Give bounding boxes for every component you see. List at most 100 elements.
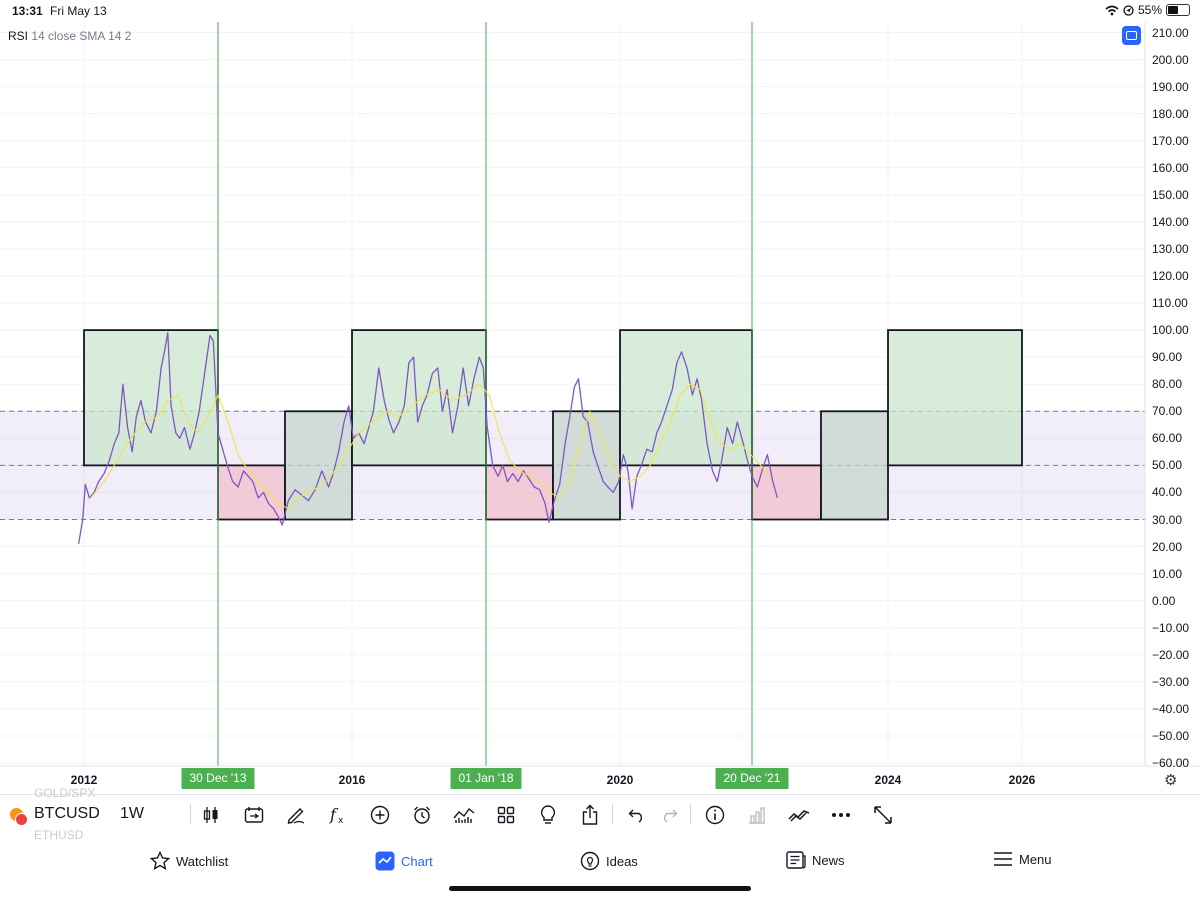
y-tick-label: 60.00 — [1152, 431, 1183, 446]
tab-chart[interactable]: Chart — [375, 851, 433, 871]
collapse-pane-button[interactable] — [1122, 26, 1141, 45]
exchange-badge-icon — [15, 813, 28, 826]
symbol-ghost-next: ETHUSD — [34, 828, 84, 842]
fullscreen-icon[interactable] — [868, 800, 898, 830]
draw-icon[interactable] — [281, 800, 311, 830]
tab-news[interactable]: News — [786, 851, 845, 869]
battery-icon — [1166, 4, 1190, 16]
svg-text:f: f — [329, 805, 339, 824]
location-icon — [1123, 4, 1134, 16]
trade-icon[interactable] — [784, 800, 814, 830]
y-tick-label: 100.00 — [1152, 323, 1189, 338]
y-tick-label: −50.00 — [1152, 728, 1190, 743]
rsi-line — [77, 332, 779, 545]
y-tick-label: 90.00 — [1152, 350, 1183, 365]
status-time: 13:31 — [12, 4, 43, 18]
toolbar-divider — [190, 804, 191, 824]
y-tick-label: 40.00 — [1152, 485, 1183, 500]
share-icon[interactable] — [575, 800, 605, 830]
cycle-box-accum — [552, 410, 621, 521]
redo-icon[interactable] — [654, 800, 684, 830]
tab-label: News — [812, 852, 845, 868]
y-tick-label: 130.00 — [1152, 241, 1189, 256]
undo-icon[interactable] — [622, 800, 652, 830]
cycle-box-bull — [351, 329, 487, 467]
rsi-ma-line — [90, 383, 772, 510]
layout-icon[interactable] — [491, 800, 521, 830]
y-tick-label: 190.00 — [1152, 79, 1189, 94]
tab-label: Chart — [401, 853, 433, 869]
home-indicator — [449, 886, 751, 891]
indicator-legend[interactable]: RSI 14 close SMA 14 2 — [8, 29, 131, 43]
status-date: Fri May 13 — [50, 4, 107, 18]
y-tick-label: 150.00 — [1152, 187, 1189, 202]
x-tick-label: 2020 — [606, 773, 634, 787]
candlestick-icon[interactable] — [196, 800, 226, 830]
y-tick-label: 110.00 — [1152, 296, 1188, 311]
y-tick-label: 10.00 — [1152, 566, 1183, 581]
tab-ideas[interactable]: Ideas — [580, 851, 638, 871]
y-tick-label: 0.00 — [1152, 593, 1176, 608]
toolbar-divider — [612, 804, 613, 824]
y-tick-label: 210.00 — [1152, 25, 1189, 40]
symbol-selector[interactable]: BTCUSD — [34, 805, 100, 822]
add-icon[interactable] — [365, 800, 395, 830]
tab-watchlist[interactable]: Watchlist — [150, 851, 228, 871]
news-icon — [786, 851, 806, 869]
cycle-box-accum — [820, 410, 889, 521]
y-tick-label: −20.00 — [1152, 647, 1190, 662]
status-bar: 13:31 Fri May 13 55% — [0, 0, 1200, 22]
compare-icon[interactable] — [239, 800, 269, 830]
more-icon[interactable] — [826, 800, 856, 830]
alert-icon[interactable] — [407, 800, 437, 830]
y-tick-label: −30.00 — [1152, 674, 1190, 689]
y-tick-label: 200.00 — [1152, 52, 1189, 67]
date-marker-tag: 01 Jan '18 — [450, 768, 522, 789]
y-tick-label: −60.00 — [1152, 756, 1190, 770]
lightbulb-icon — [580, 851, 600, 871]
wifi-icon — [1105, 5, 1119, 15]
y-tick-label: −40.00 — [1152, 701, 1190, 716]
tab-label: Menu — [1019, 851, 1052, 867]
cycle-box-bull — [887, 329, 1023, 467]
volume-icon[interactable] — [742, 800, 772, 830]
chart-type-icon[interactable] — [449, 800, 479, 830]
x-tick-label: 2012 — [70, 773, 98, 787]
tab-label: Watchlist — [176, 853, 229, 869]
cycle-box-bull — [619, 329, 753, 467]
y-tick-label: 180.00 — [1152, 106, 1189, 121]
y-tick-label: 50.00 — [1152, 458, 1183, 473]
y-tick-label: 70.00 — [1152, 404, 1183, 419]
battery-level — [1168, 6, 1178, 14]
toolbar-divider — [690, 804, 691, 824]
cycle-box-bull — [83, 329, 219, 467]
y-tick-label: 30.00 — [1152, 512, 1183, 527]
tab-menu[interactable]: Menu — [993, 851, 1052, 867]
chart-toolbar — [0, 794, 1200, 837]
info-icon[interactable] — [700, 800, 730, 830]
x-tick-label: 2026 — [1008, 773, 1036, 787]
ideas-icon[interactable] — [533, 800, 563, 830]
interval-selector[interactable]: 1W — [120, 805, 144, 822]
y-tick-label: 140.00 — [1152, 214, 1189, 229]
y-tick-label: −10.00 — [1152, 620, 1190, 635]
chart-icon — [375, 851, 395, 871]
tab-label: Ideas — [606, 853, 638, 869]
indicator-params: 14 close SMA 14 2 — [31, 29, 132, 43]
cycle-box-bear — [751, 464, 822, 521]
y-tick-label: 20.00 — [1152, 539, 1183, 554]
x-tick-label: 2016 — [338, 773, 366, 787]
indicator-name: RSI — [8, 29, 29, 43]
y-tick-label: 160.00 — [1152, 160, 1189, 175]
menu-icon — [994, 852, 1012, 866]
battery-percent: 55% — [1137, 3, 1162, 17]
chart-canvas[interactable] — [0, 0, 1200, 794]
y-tick-label: 120.00 — [1152, 269, 1189, 283]
y-tick-label: 80.00 — [1152, 377, 1183, 392]
date-marker-tag: 20 Dec '21 — [715, 768, 789, 789]
gear-icon[interactable]: ⚙ — [1164, 772, 1178, 789]
cycle-box-accum — [284, 410, 353, 521]
x-tick-label: 2024 — [874, 773, 902, 787]
star-icon — [150, 851, 170, 871]
